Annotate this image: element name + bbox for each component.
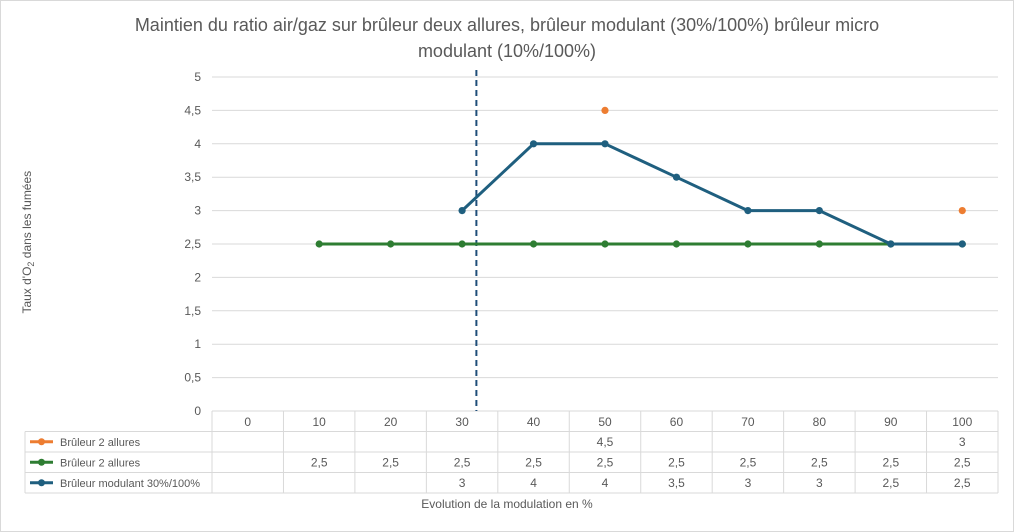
x-tick-label: 70 (741, 415, 755, 429)
x-tick-label: 30 (455, 415, 469, 429)
data-point (315, 240, 323, 248)
legend-marker (38, 438, 45, 446)
data-point (458, 207, 466, 215)
data-point (601, 240, 609, 248)
legend-marker (38, 479, 45, 487)
data-point (744, 207, 752, 215)
data-point (529, 240, 538, 248)
data-point (744, 240, 752, 248)
data-label: 3 (816, 476, 823, 490)
data-label: 2,5 (882, 476, 899, 490)
y-tick-label: 1,5 (184, 304, 201, 318)
data-label: 3,5 (668, 476, 685, 490)
legend-label: Brûleur 2 allures (60, 457, 141, 469)
data-label: 2,5 (882, 455, 899, 469)
data-label: 2,5 (668, 455, 685, 469)
data-label: 2,5 (954, 476, 971, 490)
y-tick-label: 3 (194, 204, 201, 218)
x-tick-label: 60 (670, 415, 684, 429)
x-tick-label: 40 (527, 415, 541, 429)
data-point (601, 140, 609, 148)
y-tick-label: 0,5 (184, 371, 201, 385)
x-tick-label: 10 (313, 415, 327, 429)
data-point (672, 173, 681, 181)
data-point (815, 240, 823, 248)
data-label: 2,5 (454, 455, 471, 469)
data-label: 2,5 (597, 455, 614, 469)
data-label: 2,5 (311, 455, 328, 469)
y-tick-label: 1 (194, 337, 201, 351)
y-tick-label: 0 (194, 404, 201, 418)
y-tick-label: 2 (194, 270, 201, 284)
data-label: 3 (745, 476, 752, 490)
y-tick-label: 5 (194, 70, 201, 84)
data-point (887, 240, 895, 248)
x-tick-label: 90 (884, 415, 898, 429)
legend-label: Brûleur modulant 30%/100% (60, 478, 200, 490)
x-tick-label: 50 (598, 415, 612, 429)
data-point (815, 207, 823, 215)
data-label: 3 (959, 435, 966, 449)
data-label: 4 (602, 476, 609, 490)
chart-title: Maintien du ratio air/gaz sur brûleur de… (134, 15, 880, 61)
y-tick-label: 3,5 (184, 170, 201, 184)
data-label: 2,5 (811, 455, 828, 469)
x-tick-label: 100 (952, 415, 972, 429)
legend-label: Brûleur 2 allures (60, 437, 141, 449)
data-point (458, 240, 466, 248)
data-point (387, 240, 395, 248)
series-line (461, 142, 963, 246)
legend-marker (38, 458, 45, 466)
x-tick-label: 20 (384, 415, 398, 429)
y-tick-label: 4 (194, 137, 201, 151)
data-label: 2,5 (954, 455, 971, 469)
data-point (601, 106, 609, 114)
data-label: 4,5 (597, 435, 614, 449)
data-label: 2,5 (525, 455, 542, 469)
x-tick-label: 0 (244, 415, 251, 429)
x-axis-label: Evolution de la modulation en % (421, 497, 593, 511)
data-point (672, 240, 681, 248)
data-point (529, 140, 538, 148)
data-label: 3 (459, 476, 466, 490)
y-tick-label: 2,5 (184, 237, 201, 251)
y-tick-label: 4,5 (184, 103, 201, 117)
data-label: 2,5 (382, 455, 399, 469)
x-tick-label: 80 (813, 415, 827, 429)
data-label: 2,5 (740, 455, 757, 469)
data-point (958, 240, 966, 248)
data-point (958, 207, 966, 215)
data-label: 4 (530, 476, 537, 490)
